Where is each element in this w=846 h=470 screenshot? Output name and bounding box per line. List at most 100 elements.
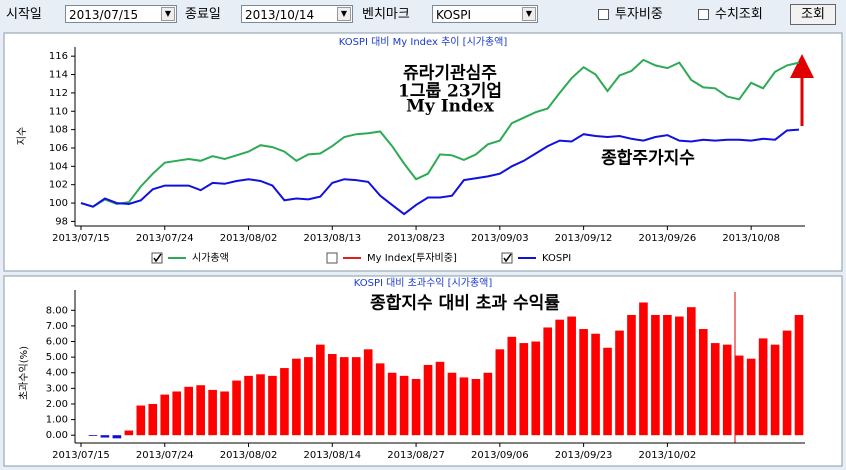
bar [758,338,768,436]
bar [687,307,696,436]
series-line [80,58,800,208]
y-tick-label: 1.00 [46,415,68,426]
y-tick-label: 2.00 [46,399,68,410]
start-label: 시작일 [6,7,42,22]
benchmark: KOSPI [436,8,472,22]
weight-check-label: 투자비중 [615,7,663,22]
bar [220,391,229,436]
bar [579,329,588,436]
x-tick-label: 2013/09/12 [555,233,613,244]
bar [423,364,433,436]
x-tick-label: 2013/09/26 [639,233,697,244]
bar [543,327,553,436]
x-tick-label: 2013/07/15 [52,450,110,461]
end-date-combo[interactable]: 2013/10/14 ▼ [241,5,353,23]
bar [208,389,217,436]
benchmark-combo[interactable]: KOSPI ▼ [432,5,538,23]
benchmark-label: 벤치마크 [362,7,410,22]
legend-label: My Index[투자비중] [367,252,457,264]
bar [387,372,397,436]
value-check-label: 수치조회 [715,7,763,22]
bar [531,341,541,436]
y-tick-label: 98 [55,216,68,227]
x-tick-label: 2013/08/02 [220,450,278,461]
bar [567,316,576,436]
x-tick-label: 2013/08/13 [303,233,361,244]
chart-panel [3,32,843,272]
y-tick-label: 112 [49,88,68,99]
x-tick-label: 2013/08/02 [220,233,278,244]
bar [112,435,122,439]
weight-checkbox[interactable] [598,9,609,20]
bar [722,344,732,436]
dropdown-arrow[interactable]: ▼ [522,7,536,21]
bar [124,430,134,436]
bar [339,357,349,436]
bar [447,372,457,436]
bar [88,435,98,436]
dropdown-arrow[interactable]: ▼ [337,7,351,21]
y-tick-label: 5.00 [46,352,68,363]
bar [698,329,708,436]
bar [327,354,337,436]
bar [591,333,600,436]
legend-checkbox[interactable] [326,252,338,264]
legend-label: 시가총액 [192,252,229,264]
bar [148,403,158,436]
x-tick-label: 2013/07/24 [136,233,194,244]
bar [375,363,385,436]
bar [663,314,672,436]
x-tick-label: 2013/08/14 [303,450,361,461]
start-date: 2013/07/15 [69,8,139,22]
bar [615,330,624,436]
bar [483,372,493,436]
bar [256,374,265,436]
start-date-combo[interactable]: 2013/07/15 ▼ [65,5,177,23]
bar [507,336,517,436]
dropdown-arrow[interactable]: ▼ [161,7,175,21]
y-tick-label: 8.00 [46,305,68,316]
bar [794,314,804,436]
y-tick-label: 3.00 [46,383,68,394]
legend-check [503,253,512,263]
bar [471,378,481,436]
bar [710,343,720,436]
legend-checkbox[interactable] [501,252,513,264]
bar [639,302,648,436]
y-tick-label: 0.00 [46,430,68,441]
search-button[interactable]: 조회 [790,4,836,25]
bar [435,361,445,436]
bar [160,394,170,436]
bar [184,386,193,436]
bar [603,347,612,436]
bar [292,358,301,436]
bar [746,358,756,436]
x-tick-label: 2013/07/15 [52,233,110,244]
bar [172,391,182,436]
y-tick-label: 4.00 [46,368,68,379]
bar [232,380,241,436]
x-tick-label: 2013/07/24 [136,450,194,461]
bar [770,344,780,436]
y-tick-label: 102 [49,180,68,191]
legend-label: KOSPI [542,253,571,264]
value-checkbox[interactable] [698,9,709,20]
bar [100,435,110,438]
bar [136,405,146,436]
annotation: 1그룹 23기업 [398,82,502,102]
x-tick-label: 2013/08/23 [387,233,445,244]
annotation: My Index [406,97,495,117]
chart-title: KOSPI 대비 초과수익 [시가총액] [354,277,493,289]
chart-title: KOSPI 대비 My Index 추이 [시가총액] [339,36,508,48]
bar [244,375,253,436]
end-label: 종료일 [185,7,221,22]
bar [555,319,564,436]
legend-checkbox[interactable] [151,252,163,264]
bar [399,375,409,436]
bar [196,385,205,436]
bar [363,349,373,436]
x-tick-label: 2013/09/03 [471,233,529,244]
bar [411,378,421,436]
